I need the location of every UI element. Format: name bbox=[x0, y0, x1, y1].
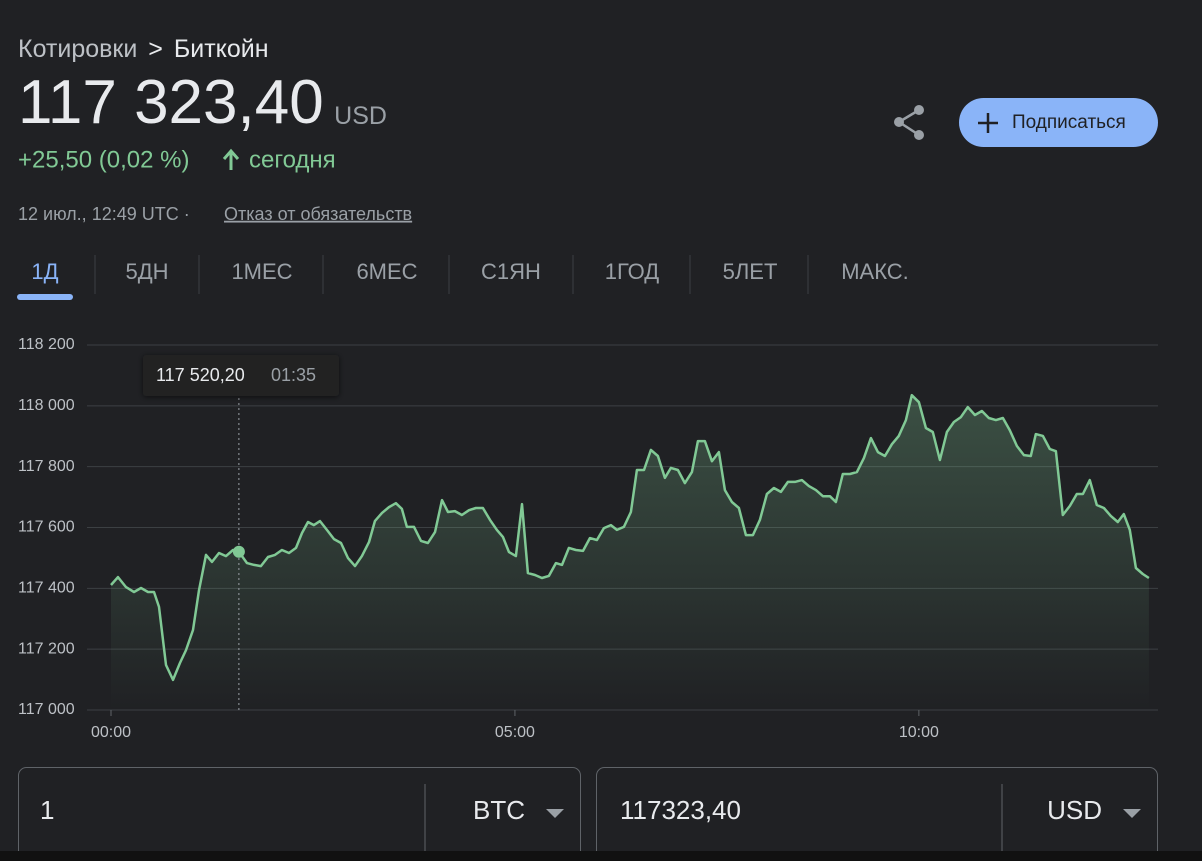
from-currency[interactable]: BTC bbox=[473, 795, 525, 825]
price-line bbox=[110, 393, 1150, 682]
y-tick-label: 117 600 bbox=[18, 519, 75, 536]
breadcrumb-separator: > bbox=[148, 35, 163, 63]
subscribe-label: Подписаться bbox=[1012, 112, 1126, 133]
price-line: 117 323,40 USD bbox=[18, 68, 387, 137]
change: +25,50 (0,02 %) bbox=[18, 146, 189, 173]
y-tick-label: 117 200 bbox=[18, 640, 75, 657]
area-fill bbox=[111, 395, 1149, 710]
breadcrumb-parent[interactable]: Котировки bbox=[18, 35, 137, 63]
tab[interactable]: С1ЯН bbox=[481, 259, 541, 284]
from-box[interactable] bbox=[18, 767, 581, 861]
timestamp: 12 июл., 12:49 UTC · bbox=[18, 204, 190, 224]
from-amount[interactable]: 1 bbox=[40, 795, 54, 825]
to-box[interactable] bbox=[596, 767, 1158, 861]
to-currency[interactable]: USD bbox=[1047, 795, 1102, 825]
x-tick-label: 10:00 bbox=[899, 724, 939, 741]
tooltip-value: 117 520,20 bbox=[156, 365, 245, 385]
tab-bar: 1Д 5ДН 1МЕС 6МЕС С1ЯН 1ГОД 5ЛЕТ МАКС. bbox=[17, 255, 909, 300]
dropdown-arrow[interactable] bbox=[546, 809, 564, 818]
share-icon[interactable] bbox=[894, 105, 924, 140]
y-tick-label: 117 000 bbox=[18, 701, 75, 718]
disclaimer-link[interactable]: Отказ от обязательств bbox=[224, 204, 412, 224]
taskbar bbox=[0, 851, 1202, 861]
tab[interactable]: 5ДН bbox=[125, 259, 168, 284]
breadcrumb: Котировки > Биткойн bbox=[18, 35, 269, 63]
y-tick-label: 118 000 bbox=[18, 397, 75, 414]
hover-point bbox=[232, 545, 245, 558]
tab-indicator bbox=[17, 294, 73, 300]
breadcrumb-current: Биткойн bbox=[174, 35, 269, 63]
tab[interactable]: 1ГОД bbox=[605, 259, 660, 284]
period: сегодня bbox=[249, 146, 336, 173]
tab[interactable]: 6МЕС bbox=[356, 259, 417, 284]
x-tick-label: 05:00 bbox=[495, 724, 535, 741]
tooltip-time: 01:35 bbox=[271, 365, 316, 385]
tooltip-box bbox=[143, 355, 339, 396]
price: 117 323,40 bbox=[18, 68, 324, 137]
tab[interactable]: 1Д bbox=[31, 259, 58, 284]
x-tick-label: 00:00 bbox=[91, 724, 131, 741]
up-arrow bbox=[222, 148, 240, 170]
y-tick-label: 117 400 bbox=[18, 580, 75, 597]
dropdown-arrow[interactable] bbox=[1123, 809, 1141, 818]
chart: 117 000 117 200 117 400 117 600 117 800 118 0… bbox=[18, 336, 1158, 741]
currency: USD bbox=[334, 102, 387, 130]
subscribe-button[interactable]: Подписаться bbox=[959, 98, 1158, 147]
tab[interactable]: МАКС. bbox=[841, 259, 909, 284]
to-amount[interactable]: 117323,40 bbox=[620, 795, 741, 825]
y-tick-label: 117 800 bbox=[18, 458, 75, 475]
tab[interactable]: 5ЛЕТ bbox=[723, 259, 778, 284]
converter: 1 BTC 117323,40 USD bbox=[18, 767, 1158, 861]
y-tick-label: 118 200 bbox=[18, 336, 75, 353]
tab[interactable]: 1МЕС bbox=[231, 259, 292, 284]
